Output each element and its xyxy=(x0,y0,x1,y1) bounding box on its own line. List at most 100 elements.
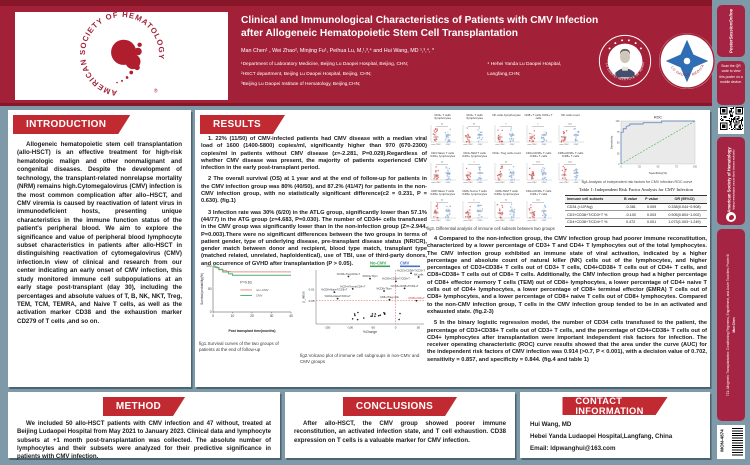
svg-text:*: * xyxy=(473,199,475,203)
svg-text:ROC: ROC xyxy=(654,116,662,120)
fig2-volcano-plot: No-CMV CMV 0.01 0.05 -150 -100 -50 0 50 %Change p_… xyxy=(300,260,428,351)
svg-text:***: *** xyxy=(568,161,572,165)
introduction-body: Allogeneic hematopoietic stem cell trans… xyxy=(17,141,182,325)
svg-text:CMV: CMV xyxy=(574,182,579,184)
svg-text:30: 30 xyxy=(270,314,274,318)
table-row: CD4+CD38+T/CD4+T % 0.472 0.001 1.073(1.003~… xyxy=(565,218,707,227)
ash-logo-box: AMERICAN SOCIETY OF HEMATOLOGY ® xyxy=(15,9,228,100)
svg-text:50: 50 xyxy=(417,326,421,330)
svg-text:100: 100 xyxy=(206,264,212,268)
svg-text:100: 100 xyxy=(693,166,698,169)
svg-text:CMV: CMV xyxy=(478,182,483,184)
svg-text:%CD4+Treg/CD4+T: %CD4+Treg/CD4+T xyxy=(337,272,361,276)
affiliation-2: ²HSCT department, Beijing Lu Daopei Hosp… xyxy=(241,71,372,77)
fig3-mini-plot: CD4+ T cells /lymphocytes ** non-CMV CMV xyxy=(459,114,490,151)
svg-text:0.01: 0.01 xyxy=(309,287,315,291)
table-header-cell: B value xyxy=(619,195,642,204)
svg-text:non-CMV: non-CMV xyxy=(256,288,269,292)
table-row: CD34 (×10⁶/kg) -0.381 0.009 0.338(0.044~0.9… xyxy=(565,203,707,212)
fig3-mini-plot: CD3+CD38+ T cells /CD3+ T cells *** non-CM… xyxy=(523,152,554,189)
table-cell: CD3+CD38+T/CD3+T % xyxy=(565,210,620,219)
svg-text:CD8+/Treg cells: CD8+/Treg cells xyxy=(380,295,399,299)
svg-text:***: *** xyxy=(536,199,540,203)
svg-text:%CD4+CD38+T/CD4+T: %CD4+CD38+T/CD4+T xyxy=(391,284,419,288)
svg-text:CMV: CMV xyxy=(510,220,515,222)
svg-text:**: ** xyxy=(505,199,508,203)
svg-text:non-CMV: non-CMV xyxy=(527,144,537,146)
svg-text:20: 20 xyxy=(250,314,254,318)
svg-text:*: * xyxy=(473,161,475,165)
results-right-column: CD3+ T cells /lymphocytes ** non-CMV CMV CD4… xyxy=(427,114,707,384)
svg-text:CMV: CMV xyxy=(446,220,451,222)
mini-plot-title: CD4 Naive T cells /CD4+ lymphocytes xyxy=(429,152,456,159)
svg-text:25: 25 xyxy=(617,152,620,155)
svg-text:***: *** xyxy=(568,123,572,127)
svg-text:CMV: CMV xyxy=(542,182,547,184)
fig3-mini-plot: CD8+TEM T cells /CD8+ lymphocytes ** non-C… xyxy=(491,190,522,227)
svg-text:non-CMV: non-CMV xyxy=(559,182,569,184)
table-row: CD3+CD38+T/CD3+T % -0.100 0.003 0.905(0.804… xyxy=(565,210,707,219)
mini-plot-title: CD8 Naive T cells /CD8+ lymphocytes xyxy=(429,190,456,197)
table-cell: 0.472 xyxy=(619,218,642,227)
ash-pill-tagline: Helping hematologists conquer blood dise… xyxy=(732,149,736,211)
results-paragraph-4: 4 Compared to the non-infection group, t… xyxy=(427,236,707,315)
fig1-caption: fig1.Survival curves of the two groups o… xyxy=(199,341,279,352)
svg-text:non-CMV: non-CMV xyxy=(463,182,473,184)
svg-text:%CD4+T/lym: %CD4+T/lym xyxy=(362,274,377,278)
fig4-roc-plot: ROC 0 0 25 25 50 50 75 75 100 100 Specificity(%) Sen… xyxy=(609,114,699,183)
table-header-cell: P value xyxy=(641,195,663,204)
svg-text:NK cells: NK cells xyxy=(414,272,424,276)
contact-lines: Hui Wang, MD Hebei Yanda Ludaopei Hospit… xyxy=(530,419,702,455)
svg-text:50: 50 xyxy=(208,287,212,291)
fig3-mini-plot: NK cells count *** non-CMV CMV xyxy=(555,114,586,151)
svg-text:CMV: CMV xyxy=(478,144,483,146)
mini-plot-title: CD8+TEM T cells /CD8+ lymphocytes xyxy=(493,190,520,197)
fig3-mini-plot: NK cells /lymphocytes * non-CMV CMV xyxy=(491,114,522,151)
table-cell: CD34 (×10⁶/kg) xyxy=(565,203,620,212)
svg-text:CMV: CMV xyxy=(574,144,579,146)
fig3-mini-plot: CD8+Temra T cells /CD8+ lymphocytes * non-… xyxy=(459,190,490,227)
session-pill-text: 721: Allogeneic Transplantation: Conditi… xyxy=(726,254,736,396)
ludaopei-institute-logo: LU DAOPEI INSTITUTE OF HEMATOLOGY xyxy=(595,29,654,95)
svg-text:CD38+CD8+T: CD38+CD8+T xyxy=(408,296,425,300)
table-header-cell: Immune cell subsets xyxy=(565,195,620,204)
svg-text:non-CMV: non-CMV xyxy=(431,182,441,184)
svg-text:CMV: CMV xyxy=(400,261,410,266)
table-cell: 0.001 xyxy=(641,218,663,227)
fig3-mini-plot: CD4+TEM T cells /CD4+ lymphocytes * non-CM… xyxy=(459,152,490,189)
table-cell: 0.338(0.044~0.908) xyxy=(662,203,707,212)
session-title: 721: Allogeneic Transplantation: Conditi… xyxy=(726,253,730,397)
svg-text:Specificity(%): Specificity(%) xyxy=(649,171,667,175)
conclusions-banner: CONCLUSIONS xyxy=(343,397,457,416)
fig3-mini-plot: CD3+ T cells /lymphocytes ** non-CMV CMV xyxy=(427,114,458,151)
header-titles: Clinical and Immunological Characteristi… xyxy=(241,14,599,90)
risk-factor-table: Immune cell subsets B value P value OR (95%… xyxy=(565,195,707,227)
svg-text:non-CMV: non-CMV xyxy=(431,144,441,146)
svg-text:non-CMV: non-CMV xyxy=(527,182,537,184)
ash-pill-text: American Society of Hematology Helping h… xyxy=(727,147,736,212)
table1: Immune cell subsets B value P value OR (95%… xyxy=(565,195,707,227)
contact-panel: CONTACT INFORMATION Hui Wang, MD Hebei Y… xyxy=(520,392,710,458)
poster-header: AMERICAN SOCIETY OF HEMATOLOGY ® xyxy=(0,0,716,106)
svg-text:0: 0 xyxy=(212,314,214,318)
mini-plot-title: CD8+Temra T cells /CD8+ lymphocytes xyxy=(461,190,488,197)
svg-text:P=0.63: P=0.63 xyxy=(240,280,252,284)
svg-text:%CD4+Temra/CD4+T: %CD4+Temra/CD4+T xyxy=(340,284,366,288)
svg-text:50: 50 xyxy=(657,166,660,169)
svg-text:-50: -50 xyxy=(371,326,376,330)
poster-title-line1: Clinical and Immunological Characteristi… xyxy=(241,15,599,26)
svg-text:CMV: CMV xyxy=(256,294,263,298)
svg-text:-150: -150 xyxy=(324,326,330,330)
svg-text:*: * xyxy=(537,123,539,127)
svg-text:non-CMV: non-CMV xyxy=(559,144,569,146)
table-cell: 0.009 xyxy=(641,203,663,212)
results-paragraph-1: 1. 22% (11/50) of CMV-infected patients … xyxy=(201,136,427,172)
fig3-mini-plot: CD4 Naive T cells /CD4+ lymphocytes ** non… xyxy=(427,152,458,189)
svg-text:non-CMV: non-CMV xyxy=(495,220,505,222)
poster-code: MON-4874 xyxy=(719,429,725,452)
qr-code-icon xyxy=(719,107,743,135)
svg-text:p_value: p_value xyxy=(302,291,306,302)
results-paragraph-3: 3 Infection rate was 30% (6/20) in the A… xyxy=(201,209,427,267)
conclusions-body: After allo-HSCT, the CMV group showed po… xyxy=(294,420,506,444)
svg-text:CMV: CMV xyxy=(510,144,515,146)
